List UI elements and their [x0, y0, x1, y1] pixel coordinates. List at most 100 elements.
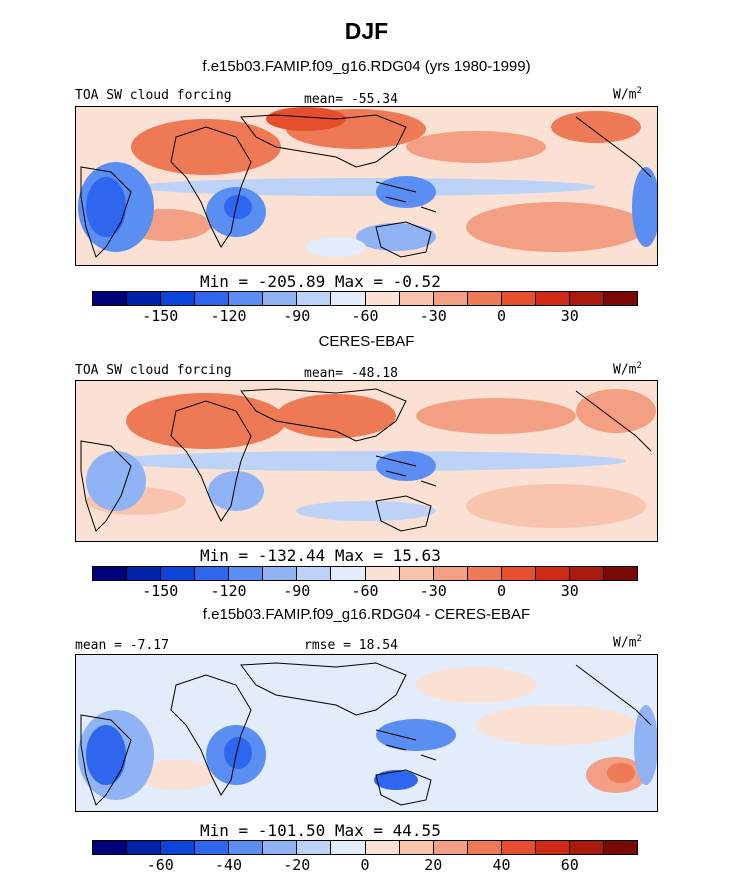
colorbar-swatch [399, 841, 434, 854]
colorbar-swatch [263, 841, 298, 854]
colorbar-swatch [93, 567, 128, 580]
panel-1-colorbar [92, 291, 638, 306]
panel-3-field-shading [78, 667, 657, 800]
panel-2-units: W/m2 [613, 361, 642, 378]
colorbar-swatch [603, 841, 637, 854]
panel-3-subtitle: f.e15b03.FAMIP.f09_g16.RDG04 - CERES-EBA… [202, 606, 531, 623]
panel-2-subtitle: CERES-EBAF [318, 333, 415, 350]
colorbar-swatch [127, 292, 162, 305]
colorbar-swatch [297, 292, 332, 305]
panel-1-subtitle: f.e15b03.FAMIP.f09_g16.RDG04 (yrs 1980-1… [202, 58, 531, 75]
panel-1-colorbar-ticks: -150 -120 -90 -60 -30 0 30 [0, 307, 733, 327]
panel-2-colorbar-ticks: -150 -120 -90 -60 -30 0 30 [0, 582, 733, 602]
panel-1-units: W/m2 [613, 86, 642, 103]
colorbar-swatch [161, 292, 196, 305]
panel-2-minmax: Min = -132.44 Max = 15.63 [200, 546, 441, 565]
colorbar-swatch [467, 567, 502, 580]
panel-1-field-shading [78, 107, 657, 257]
colorbar-tick-label: -40 [214, 856, 243, 874]
colorbar-swatch [501, 567, 536, 580]
colorbar-tick-label: 30 [560, 582, 579, 600]
panel-2-mean-label: mean= -48.18 [304, 366, 398, 381]
colorbar-swatch [467, 841, 502, 854]
colorbar-swatch [229, 567, 264, 580]
colorbar-swatch [365, 567, 400, 580]
colorbar-swatch [569, 567, 604, 580]
colorbar-tick-label: 0 [496, 307, 507, 325]
panel-2-colorbar [92, 566, 638, 581]
colorbar-swatch [127, 841, 162, 854]
colorbar-swatch [399, 567, 434, 580]
colorbar-swatch [263, 292, 298, 305]
colorbar-tick-label: -150 [142, 582, 179, 600]
colorbar-swatch [603, 567, 637, 580]
colorbar-swatch [399, 292, 434, 305]
panel-3-minmax: Min = -101.50 Max = 44.55 [200, 821, 441, 840]
colorbar-swatch [195, 567, 230, 580]
colorbar-tick-label: -60 [146, 856, 174, 874]
panel-1-mean-label: mean= -55.34 [304, 92, 398, 107]
colorbar-swatch [603, 292, 637, 305]
panel-3-colorbar [92, 840, 638, 855]
colorbar-swatch [467, 292, 502, 305]
colorbar-swatch [229, 292, 264, 305]
colorbar-swatch [365, 841, 400, 854]
panel-1-variable-label: TOA SW cloud forcing [75, 88, 232, 103]
colorbar-swatch [331, 292, 366, 305]
colorbar-tick-label: -150 [142, 307, 179, 325]
colorbar-tick-label: 20 [424, 856, 443, 874]
colorbar-swatch [501, 841, 536, 854]
colorbar-swatch [535, 841, 570, 854]
colorbar-swatch [331, 567, 366, 580]
colorbar-tick-label: 0 [496, 582, 507, 600]
panel-2-coastlines [80, 388, 652, 532]
panel-1-minmax: Min = -205.89 Max = -0.52 [200, 272, 441, 291]
figure-title: DJF [344, 18, 389, 44]
panel-1-map [75, 106, 658, 266]
colorbar-tick-label: -30 [419, 582, 447, 600]
colorbar-tick-label: -20 [283, 856, 311, 874]
colorbar-swatch [195, 841, 230, 854]
colorbar-tick-label: 0 [360, 856, 370, 874]
panel-2-variable-label: TOA SW cloud forcing [75, 363, 232, 378]
colorbar-swatch [365, 292, 400, 305]
panel-2-field-shading [86, 389, 656, 528]
colorbar-swatch [195, 292, 230, 305]
panel-3-map [75, 654, 658, 812]
colorbar-swatch [331, 841, 366, 854]
colorbar-tick-label: -90 [283, 582, 311, 600]
colorbar-swatch [93, 292, 128, 305]
colorbar-swatch [127, 567, 162, 580]
colorbar-tick-label: -120 [210, 582, 247, 600]
colorbar-tick-label: -60 [351, 307, 379, 325]
colorbar-swatch [501, 292, 536, 305]
colorbar-tick-label: 30 [560, 307, 579, 325]
colorbar-tick-label: -90 [283, 307, 311, 325]
colorbar-swatch [229, 841, 264, 854]
colorbar-swatch [161, 567, 196, 580]
panel-3-colorbar-ticks: -60 -40 -20 0 20 40 60 [0, 856, 733, 876]
colorbar-swatch [161, 841, 196, 854]
panel-2-map [75, 380, 658, 542]
colorbar-tick-label: -60 [351, 582, 379, 600]
colorbar-swatch [433, 841, 468, 854]
panel-1-coastlines [80, 114, 652, 258]
colorbar-tick-label: -30 [419, 307, 447, 325]
colorbar-swatch [433, 567, 468, 580]
panel-3-mean-label: mean = -7.17 [75, 638, 169, 653]
colorbar-swatch [297, 567, 332, 580]
panel-3-coastlines [80, 662, 652, 806]
colorbar-tick-label: 40 [492, 856, 511, 874]
panel-3-units: W/m2 [613, 634, 642, 651]
colorbar-tick-label: -120 [210, 307, 247, 325]
colorbar-swatch [93, 841, 128, 854]
colorbar-swatch [263, 567, 298, 580]
colorbar-swatch [535, 292, 570, 305]
colorbar-swatch [569, 841, 604, 854]
colorbar-tick-label: 60 [560, 856, 579, 874]
panel-3-rmse-label: rmse = 18.54 [304, 638, 398, 653]
colorbar-swatch [535, 567, 570, 580]
colorbar-swatch [297, 841, 332, 854]
colorbar-swatch [569, 292, 604, 305]
colorbar-swatch [433, 292, 468, 305]
